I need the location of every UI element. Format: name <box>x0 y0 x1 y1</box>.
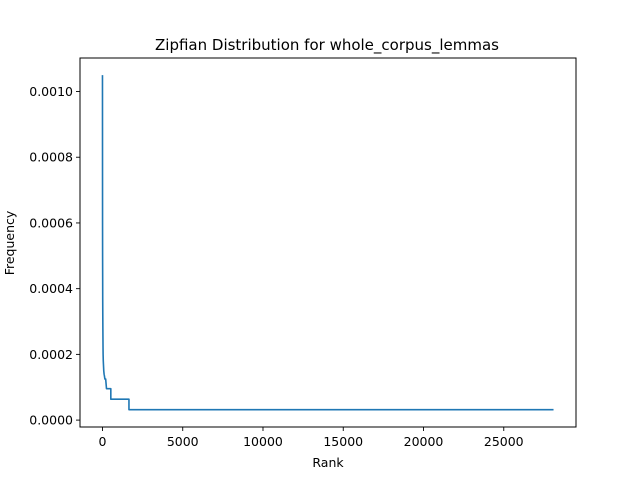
plot-area <box>101 75 554 411</box>
x-tick-label: 10000 <box>243 434 283 449</box>
series-line-0 <box>101 75 554 411</box>
axes-frame <box>79 57 577 428</box>
y-tick-label: 0.0006 <box>29 215 73 230</box>
chart-title: Zipfian Distribution for whole_corpus_le… <box>155 36 499 55</box>
x-tick-label: 0 <box>98 434 106 449</box>
y-axis: 0.0000 0.0002 0.0004 0.0006 0.0008 0.0010 <box>29 84 80 428</box>
x-tick-label: 15000 <box>323 434 363 449</box>
x-tick-label: 5000 <box>167 434 199 449</box>
x-axis-label: Rank <box>312 455 344 470</box>
x-tick-label: 20000 <box>404 434 444 449</box>
y-axis-label: Frequency <box>2 210 17 275</box>
y-tick-label: 0.0004 <box>29 281 73 296</box>
x-axis: 0 5000 10000 15000 20000 25000 <box>98 427 524 449</box>
x-tick-label: 25000 <box>484 434 524 449</box>
y-tick-label: 0.0008 <box>29 150 73 165</box>
y-tick-label: 0.0000 <box>29 413 73 428</box>
y-tick-label: 0.0002 <box>29 347 73 362</box>
y-tick-label: 0.0010 <box>29 84 73 99</box>
